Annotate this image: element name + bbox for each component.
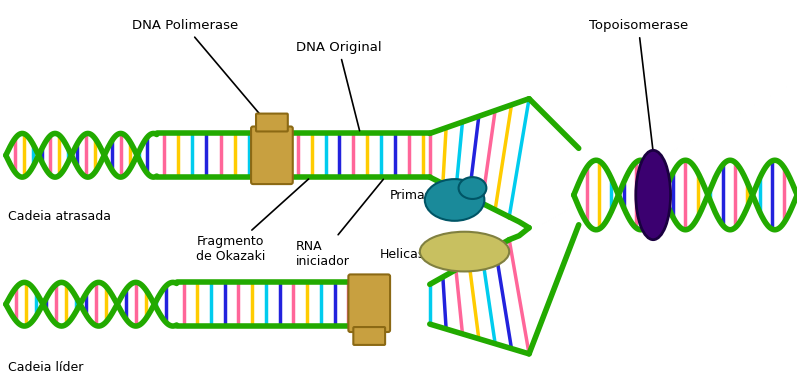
Text: RNA
iniciador: RNA iniciador bbox=[296, 179, 383, 268]
Ellipse shape bbox=[425, 179, 484, 221]
Text: DNA Polimerase: DNA Polimerase bbox=[132, 19, 270, 126]
Ellipse shape bbox=[458, 177, 486, 199]
Text: Fragmento
de Okazaki: Fragmento de Okazaki bbox=[197, 179, 309, 263]
FancyBboxPatch shape bbox=[348, 275, 390, 332]
FancyBboxPatch shape bbox=[251, 126, 293, 184]
Text: Topoisomerase: Topoisomerase bbox=[589, 19, 688, 149]
Text: Primase: Primase bbox=[390, 190, 440, 202]
Text: DNA Original: DNA Original bbox=[296, 41, 382, 131]
Ellipse shape bbox=[636, 150, 670, 240]
Text: Cadeia líder: Cadeia líder bbox=[8, 361, 83, 374]
Text: Cadeia atrasada: Cadeia atrasada bbox=[8, 210, 111, 223]
Text: Helicase: Helicase bbox=[380, 248, 442, 261]
FancyBboxPatch shape bbox=[354, 327, 385, 345]
FancyBboxPatch shape bbox=[256, 113, 288, 131]
Ellipse shape bbox=[420, 232, 510, 271]
